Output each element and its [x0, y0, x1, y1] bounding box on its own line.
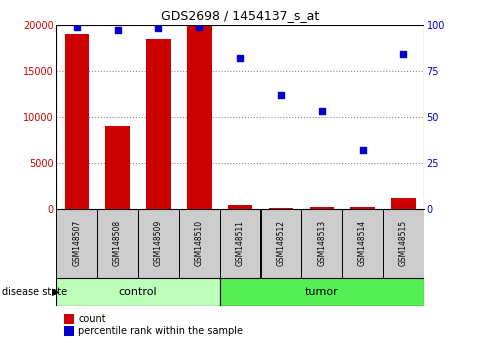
- Text: count: count: [78, 314, 106, 324]
- Point: [277, 92, 285, 98]
- Title: GDS2698 / 1454137_s_at: GDS2698 / 1454137_s_at: [161, 9, 319, 22]
- FancyBboxPatch shape: [383, 209, 424, 278]
- FancyBboxPatch shape: [56, 209, 97, 278]
- FancyBboxPatch shape: [301, 209, 342, 278]
- Bar: [146, 39, 171, 209]
- Text: GSM148514: GSM148514: [358, 220, 367, 267]
- Text: GSM148511: GSM148511: [236, 221, 245, 266]
- FancyBboxPatch shape: [220, 278, 424, 306]
- FancyBboxPatch shape: [220, 209, 261, 278]
- Text: tumor: tumor: [305, 287, 339, 297]
- FancyBboxPatch shape: [138, 209, 179, 278]
- Point: [359, 147, 367, 153]
- FancyBboxPatch shape: [97, 209, 138, 278]
- Text: GSM148512: GSM148512: [276, 221, 286, 266]
- Point: [236, 55, 244, 61]
- FancyBboxPatch shape: [179, 209, 220, 278]
- FancyBboxPatch shape: [261, 209, 301, 278]
- Text: GSM148515: GSM148515: [399, 220, 408, 267]
- Bar: [105, 126, 130, 209]
- Bar: [391, 198, 416, 209]
- Bar: [187, 25, 212, 209]
- Text: GSM148509: GSM148509: [154, 220, 163, 267]
- Point: [318, 108, 326, 114]
- Point: [73, 24, 81, 29]
- Point: [196, 24, 203, 29]
- Point: [154, 25, 162, 31]
- Text: GSM148513: GSM148513: [317, 220, 326, 267]
- Text: disease state: disease state: [2, 287, 68, 297]
- Bar: [228, 205, 252, 209]
- Bar: [310, 207, 334, 209]
- Point: [114, 28, 122, 33]
- Text: GSM148510: GSM148510: [195, 220, 204, 267]
- Text: percentile rank within the sample: percentile rank within the sample: [78, 326, 244, 336]
- Text: control: control: [119, 287, 157, 297]
- Bar: [350, 207, 375, 209]
- Bar: [65, 34, 89, 209]
- Bar: [269, 208, 293, 209]
- Point: [399, 51, 407, 57]
- Text: ▶: ▶: [52, 287, 60, 297]
- Text: GSM148507: GSM148507: [72, 220, 81, 267]
- FancyBboxPatch shape: [56, 278, 220, 306]
- FancyBboxPatch shape: [342, 209, 383, 278]
- Text: GSM148508: GSM148508: [113, 220, 122, 267]
